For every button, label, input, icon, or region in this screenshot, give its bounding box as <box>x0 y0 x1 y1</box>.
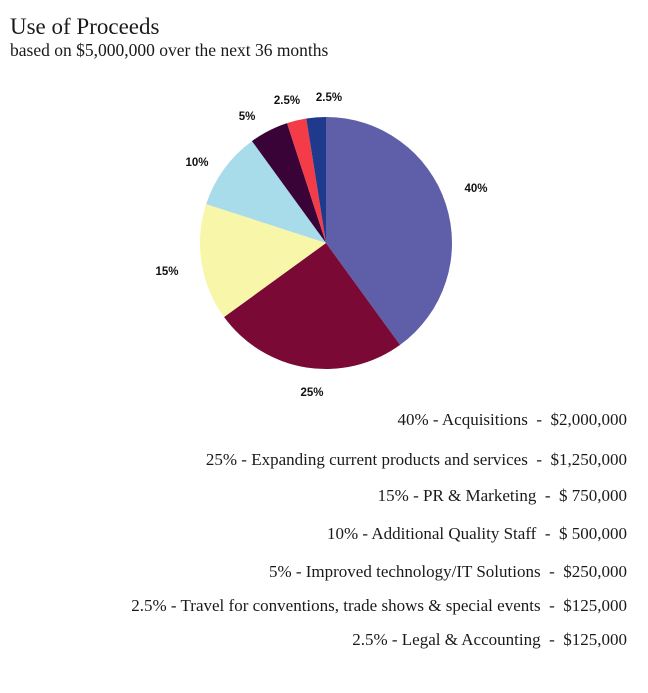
legend-item: 2.5% - Legal & Accounting - $125,000 <box>352 630 627 649</box>
pie-slice <box>326 117 452 345</box>
slice-label: 10% <box>185 157 208 169</box>
legend-item: 25% - Expanding current products and ser… <box>205 450 627 469</box>
slice-label: 2.5% <box>274 95 300 107</box>
legend-item: 10% - Additional Quality Staff - $ 500,0… <box>327 524 627 543</box>
legend-item: 5% - Improved technology/IT Solutions - … <box>268 562 627 581</box>
chart-subtitle: based on $5,000,000 over the next 36 mon… <box>10 40 329 60</box>
pie-slice <box>224 243 401 369</box>
slice-label: 25% <box>300 387 323 399</box>
pie-slice <box>251 123 326 243</box>
pie-slice <box>287 118 326 243</box>
slice-label: 2.5% <box>316 92 342 104</box>
pie-chart: 40% 25% 15% 10% 5% 2.5% 2.5% <box>155 92 487 399</box>
pie-slice <box>200 204 326 318</box>
pie-slice <box>206 141 326 243</box>
slice-label: 40% <box>464 183 487 195</box>
chart-title: Use of Proceeds <box>10 14 160 39</box>
slice-label: 5% <box>239 111 256 123</box>
legend-item: 2.5% - Travel for conventions, trade sho… <box>131 596 627 615</box>
legend-item: 15% - PR & Marketing - $ 750,000 <box>377 486 627 505</box>
pie-slice <box>306 117 326 243</box>
slice-label: 15% <box>155 266 178 278</box>
legend-item: 40% - Acquisitions - $2,000,000 <box>397 410 628 429</box>
